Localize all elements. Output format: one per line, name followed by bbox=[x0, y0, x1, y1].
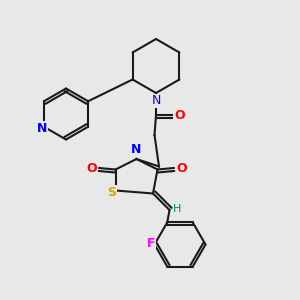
Text: O: O bbox=[174, 109, 184, 122]
Text: N: N bbox=[37, 122, 48, 135]
Text: O: O bbox=[176, 161, 187, 175]
Text: H: H bbox=[173, 203, 182, 214]
Text: N: N bbox=[131, 143, 142, 156]
Text: F: F bbox=[147, 237, 155, 250]
Text: O: O bbox=[86, 161, 97, 175]
Text: N: N bbox=[151, 94, 161, 107]
Text: S: S bbox=[107, 185, 116, 199]
